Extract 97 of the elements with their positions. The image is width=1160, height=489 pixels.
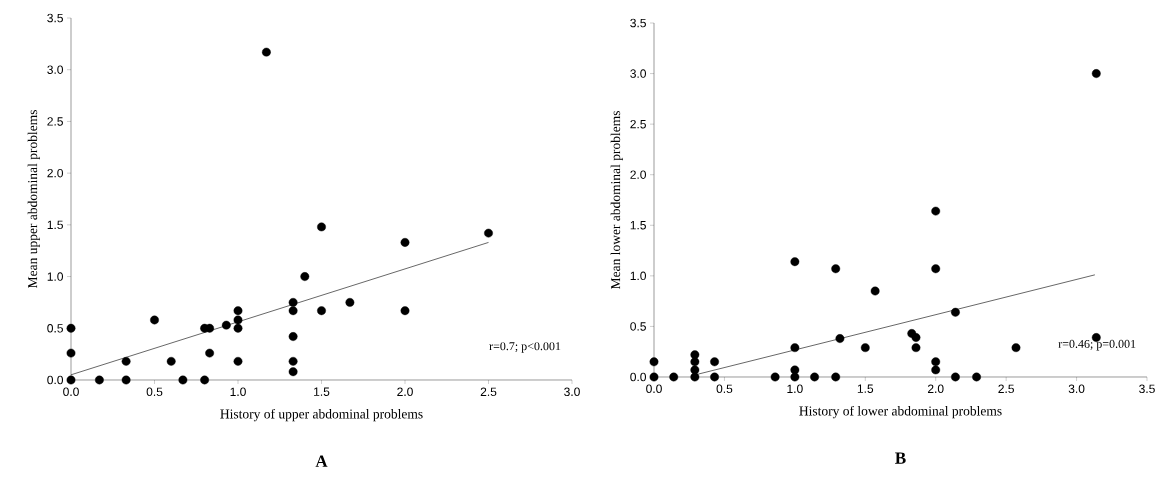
y-tick-label: 0.5 [630, 322, 646, 331]
x-tick-label: 0.0 [646, 384, 662, 394]
point [233, 306, 243, 316]
point [233, 315, 243, 325]
y-tick-label: 0.0 [630, 372, 647, 382]
point [200, 375, 210, 385]
annotation: r=0.7; p<0.001 [489, 342, 561, 353]
y-tick-label: 0.5 [47, 324, 63, 333]
point [931, 264, 941, 274]
point [121, 375, 131, 385]
point [690, 357, 700, 367]
point [669, 372, 679, 382]
y-tick-label: 2.5 [47, 117, 63, 126]
y-tick-label: 2.0 [47, 168, 64, 178]
point [690, 372, 700, 382]
point [911, 343, 921, 353]
point [288, 298, 298, 307]
y-tick-label: 1.0 [47, 272, 64, 281]
point [317, 222, 326, 232]
point [649, 357, 659, 367]
x-axis-title: History of lower abdominal problems [799, 405, 1002, 419]
x-tick-label: 0.0 [63, 387, 79, 397]
text: B [895, 452, 906, 464]
point [790, 343, 800, 353]
x-tick-label: 0.5 [146, 387, 163, 397]
x-tick-label: 3.5 [1139, 384, 1155, 394]
y-axis-title: Mean lower abdominal problems [610, 111, 623, 290]
point [95, 375, 104, 385]
y-tick-label: 0.0 [47, 375, 64, 385]
x-tick-label: 2.0 [397, 387, 413, 397]
point [233, 356, 243, 366]
point [1091, 69, 1101, 78]
point [710, 357, 719, 367]
point [300, 272, 310, 281]
point [649, 372, 659, 382]
y-tick-label: 1.5 [47, 220, 63, 230]
x-tick-label: 1.0 [787, 384, 803, 394]
x-tick-label: 2.5 [998, 384, 1014, 394]
point [205, 348, 215, 358]
point [66, 348, 76, 358]
point [178, 375, 188, 385]
point [288, 356, 298, 366]
y-tick-label: 3.0 [47, 65, 64, 74]
point [233, 323, 243, 333]
point [770, 372, 780, 382]
point [710, 372, 719, 382]
x-tick-label: 3.0 [564, 387, 580, 397]
point [835, 334, 845, 343]
y-tick-label: 1.5 [630, 221, 646, 230]
x-axis-title: History of upper abdominal problems [220, 408, 423, 422]
x-tick-label: 2.0 [927, 384, 944, 394]
point [972, 372, 981, 382]
y-tick-label: 2.0 [630, 170, 647, 179]
point [870, 286, 880, 296]
point [931, 357, 941, 367]
point [205, 323, 215, 333]
x-tick-label: 1.5 [857, 384, 874, 393]
annotation: r=0.46; p=0.001 [1058, 339, 1136, 351]
point [317, 306, 326, 316]
point [931, 206, 941, 216]
point [951, 372, 960, 382]
point [1011, 343, 1021, 353]
point [911, 333, 921, 342]
point [484, 228, 493, 238]
point [810, 372, 819, 382]
x-tick-label: 1.0 [230, 387, 246, 397]
point [831, 264, 841, 274]
x-tick-label: 0.5 [716, 384, 733, 394]
point [221, 320, 231, 330]
y-tick-label: 3.5 [47, 13, 63, 23]
point [931, 365, 941, 375]
point [400, 238, 410, 247]
y-tick-label: 1.0 [630, 271, 647, 281]
point [790, 257, 800, 267]
x-tick-label: 3.0 [1068, 384, 1085, 394]
point [262, 47, 271, 57]
point [345, 298, 355, 307]
y-axis-title: Mean upper abdominal problems [27, 110, 40, 289]
point [288, 367, 298, 377]
y-tick-label: 3.5 [630, 18, 646, 28]
point [288, 306, 298, 316]
y-tick-label: 3.0 [630, 69, 647, 78]
point [951, 307, 960, 317]
x-tick-label: 2.5 [480, 387, 497, 397]
point [288, 332, 298, 341]
text: A [315, 455, 328, 467]
point [166, 356, 176, 366]
y-tick-label: 2.5 [630, 119, 646, 129]
point [66, 323, 76, 333]
point [400, 306, 410, 316]
point [150, 315, 159, 325]
point [121, 356, 131, 366]
x-tick-label: 1.5 [314, 387, 330, 396]
point [831, 372, 841, 382]
point [790, 372, 800, 382]
point [860, 343, 870, 353]
point [66, 375, 76, 385]
